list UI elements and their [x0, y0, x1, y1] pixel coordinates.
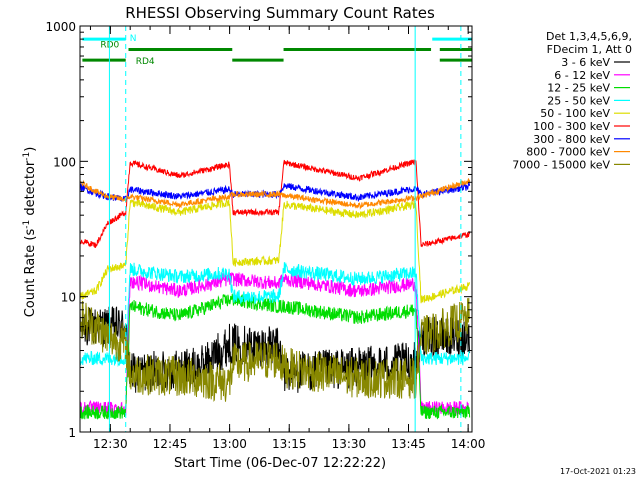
legend-entry-0: 3 - 6 keV: [561, 56, 610, 69]
y-tick-label-0: 1: [68, 426, 76, 440]
series-3: [79, 262, 470, 368]
series-line-1: [79, 272, 470, 416]
series-8: [79, 297, 471, 403]
series-7: [79, 177, 471, 210]
x-tick-label-6: 14:00: [451, 437, 486, 451]
series-line-3: [79, 262, 470, 368]
legend-header-0: Det 1,3,4,5,6,9,: [546, 30, 632, 43]
series-line-5: [79, 158, 471, 248]
legend-entry-1: 6 - 12 keV: [554, 69, 610, 82]
chart-title: RHESSI Observing Summary Count Rates: [125, 4, 435, 22]
legend: Det 1,3,4,5,6,9,FDecim 1, Att 03 - 6 keV…: [512, 30, 632, 171]
legend-header-1: FDecim 1, Att 0: [547, 43, 632, 56]
series-group: [79, 158, 471, 420]
plot-frame: [79, 25, 473, 433]
y-label-text: Count Rate (s: [23, 229, 38, 318]
series-1: [79, 272, 470, 416]
y-tick-label-3: 1000: [45, 20, 76, 34]
legend-entry-5: 100 - 300 keV: [533, 120, 610, 133]
legend-entry-6: 300 - 800 keV: [533, 133, 610, 146]
y-axis-label: Count Rate (s-1 detector-1): [22, 147, 38, 318]
series-4: [79, 198, 471, 304]
x-tick-label-5: 13:45: [391, 437, 426, 451]
x-tick-label-0: 12:30: [93, 437, 128, 451]
flag-label-rd4: RD4: [136, 57, 155, 67]
x-tick-label-2: 13:00: [212, 437, 247, 451]
x-tick-label-4: 13:30: [332, 437, 367, 451]
y-tick-label-1: 10: [61, 291, 76, 305]
legend-entry-7: 800 - 7000 keV: [526, 146, 610, 159]
y-label-superscript: -1: [22, 220, 32, 229]
y-label-superscript: -1: [22, 152, 32, 161]
y-label-text: ): [23, 147, 38, 152]
timestamp: 17-Oct-2021 01:23: [560, 467, 636, 476]
flag-bars: N RD0 RD4: [82, 34, 472, 67]
flag-label-rd0: RD0: [100, 41, 119, 51]
x-axis-label: Start Time (06-Dec-07 12:22:22): [174, 456, 386, 471]
vertical-markers: [108, 26, 462, 432]
legend-entry-3: 25 - 50 keV: [547, 94, 610, 107]
series-line-4: [79, 198, 471, 304]
legend-entry-4: 50 - 100 keV: [540, 107, 610, 120]
axes: 1 10 100 1000 12:30 12:45 13:00 13:15 13:30 13:45…: [45, 20, 485, 451]
y-tick-label-2: 100: [53, 155, 76, 169]
y-label-text: detector: [23, 160, 38, 220]
series-line-8: [79, 297, 471, 403]
x-tick-label-1: 12:45: [153, 437, 188, 451]
series-2: [79, 292, 471, 420]
series-line-2: [79, 292, 471, 420]
legend-entry-8: 7000 - 15000 keV: [512, 158, 610, 171]
series-5: [79, 158, 471, 248]
legend-entry-2: 12 - 25 keV: [547, 82, 610, 95]
flag-label-n: N: [130, 34, 137, 44]
x-tick-label-3: 13:15: [272, 437, 307, 451]
series-line-7: [79, 177, 471, 210]
